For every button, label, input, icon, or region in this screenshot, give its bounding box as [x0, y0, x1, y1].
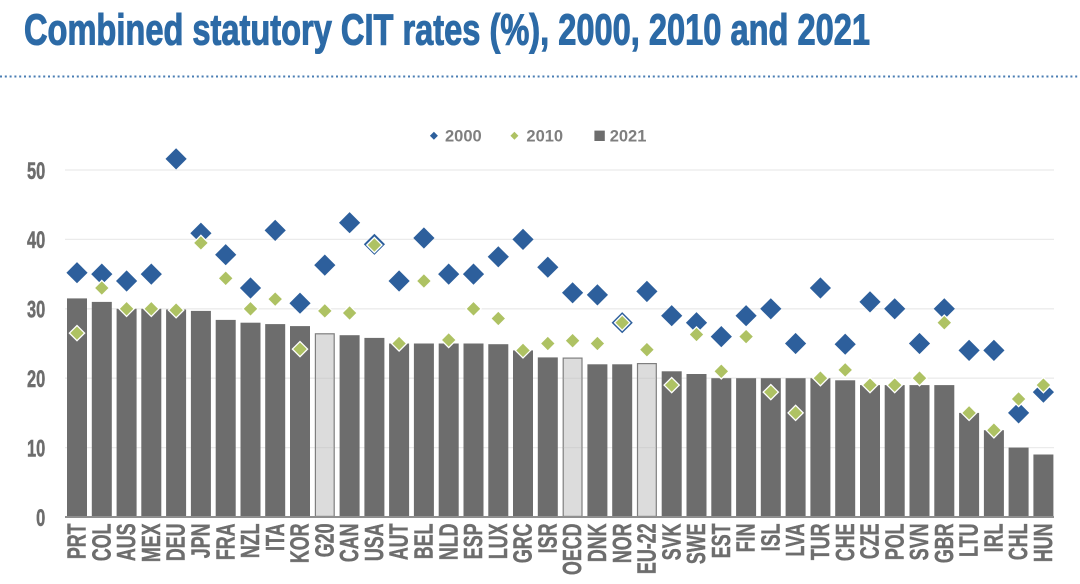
svg-text:AUT: AUT — [385, 523, 414, 560]
svg-text:DEU: DEU — [162, 524, 191, 562]
svg-text:COL: COL — [87, 524, 116, 562]
svg-text:MEX: MEX — [137, 523, 166, 562]
svg-text:CHL: CHL — [1004, 524, 1033, 561]
svg-text:IRL: IRL — [979, 524, 1008, 553]
svg-text:OECD: OECD — [558, 524, 587, 576]
svg-text:SWE: SWE — [682, 524, 711, 565]
svg-text:GBR: GBR — [930, 523, 959, 563]
svg-text:20: 20 — [27, 366, 45, 393]
svg-text:BEL: BEL — [409, 524, 438, 560]
svg-text:50: 50 — [27, 158, 45, 185]
svg-text:G20: G20 — [310, 524, 339, 558]
svg-text:KOR: KOR — [285, 523, 314, 563]
svg-text:Combined statutory CIT rates (: Combined statutory CIT rates (%), 2000, … — [24, 6, 870, 55]
svg-text:TUR: TUR — [806, 523, 835, 560]
svg-text:USA: USA — [360, 523, 389, 561]
svg-text:NOR: NOR — [608, 523, 637, 563]
svg-text:2000: 2000 — [445, 128, 482, 146]
svg-text:ESP: ESP — [459, 524, 488, 560]
svg-text:2010: 2010 — [526, 128, 563, 146]
svg-text:40: 40 — [27, 227, 45, 254]
svg-text:LVA: LVA — [781, 523, 810, 556]
svg-text:ISL: ISL — [756, 524, 785, 552]
svg-text:NLD: NLD — [434, 524, 463, 561]
svg-text:PRT: PRT — [62, 523, 91, 559]
svg-text:LUX: LUX — [484, 523, 513, 559]
svg-text:ITA: ITA — [261, 523, 290, 551]
svg-text:NZL: NZL — [236, 524, 265, 559]
svg-text:10: 10 — [27, 435, 45, 462]
svg-text:LTU: LTU — [955, 524, 984, 557]
svg-text:FIN: FIN — [732, 524, 761, 553]
svg-text:0: 0 — [36, 505, 45, 532]
svg-text:POL: POL — [880, 524, 909, 561]
svg-text:2021: 2021 — [610, 128, 647, 146]
svg-text:EU-22: EU-22 — [632, 524, 661, 575]
svg-text:SVN: SVN — [905, 524, 934, 561]
svg-text:FRA: FRA — [211, 523, 240, 560]
svg-text:JPN: JPN — [186, 524, 215, 559]
svg-text:EST: EST — [707, 523, 736, 558]
svg-text:SVK: SVK — [657, 523, 686, 560]
svg-text:CHE: CHE — [831, 524, 860, 562]
svg-text:AUS: AUS — [112, 524, 141, 562]
svg-text:CZE: CZE — [855, 524, 884, 560]
svg-text:30: 30 — [27, 296, 45, 323]
svg-text:HUN: HUN — [1029, 524, 1058, 563]
svg-text:GRC: GRC — [508, 523, 537, 563]
svg-text:CAN: CAN — [335, 524, 364, 563]
svg-text:DNK: DNK — [583, 523, 612, 562]
svg-text:ISR: ISR — [533, 523, 562, 553]
